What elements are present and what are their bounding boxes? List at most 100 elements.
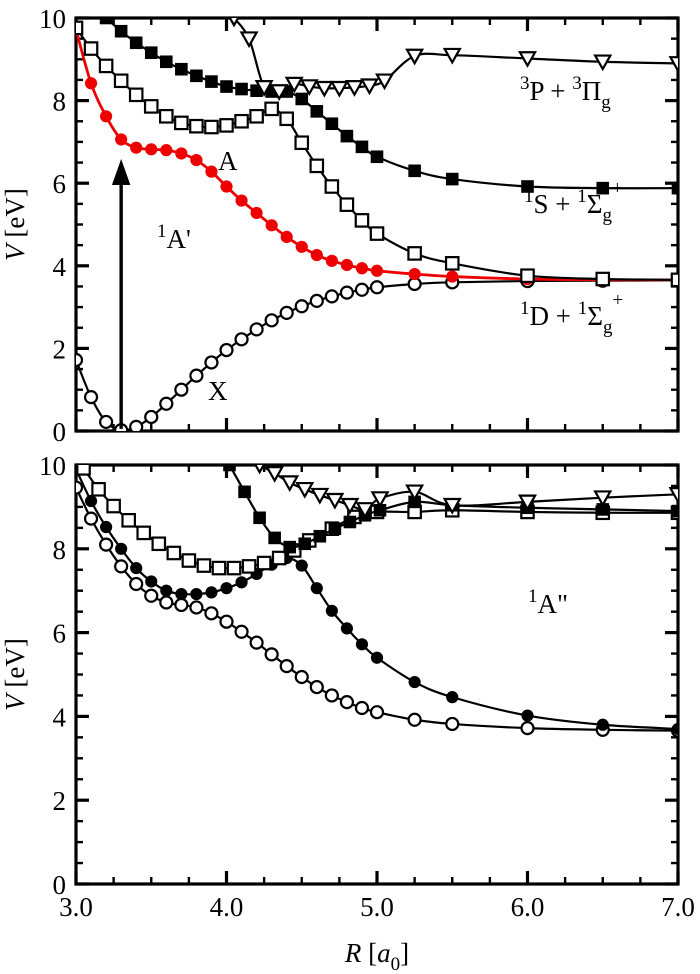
marker-filled-circle [100,520,113,534]
marker-open-down-triangle [329,80,349,98]
marker-open-square [113,73,129,89]
marker-open-down-triangle [359,78,379,96]
marker-open-circle [234,332,249,347]
marker-open-circle [279,659,294,674]
y-tick-label: 6 [53,619,67,649]
marker-open-square [211,560,227,576]
marker-filled-circle [235,576,248,589]
marker-open-circle [264,313,279,328]
y-tick-label: 0 [53,417,67,447]
marker-open-down-triangle [254,80,274,97]
marker-filled-square [340,129,354,143]
marker-open-square [520,268,535,284]
marker-filled-circle [115,542,128,555]
marker-open-circle [309,679,324,695]
marker-filled-circle [340,258,353,272]
marker-open-circle [309,293,324,309]
marker-filled-circle [190,587,203,601]
marker-filled-circle [310,248,323,262]
marker-open-square [181,553,197,568]
marker-filled-circle [235,194,248,207]
series-open-down-triangle-state [228,18,678,101]
marker-open-down-triangle [265,466,285,483]
marker-filled-circle [145,143,158,156]
y-axis-title: V [eV] [0,188,30,261]
marker-filled-square [283,540,297,554]
marker-open-square [226,560,242,576]
marker-filled-circle [671,722,678,736]
x-tick-label: 5.0 [360,892,394,922]
marker-open-square [83,41,99,56]
marker-open-square [166,545,182,561]
marker-filled-circle [115,133,128,146]
marker-open-down-triangle [442,497,462,515]
marker-filled-square [235,82,248,96]
marker-open-square [324,179,340,194]
label-curve-X: X [208,376,228,406]
y-tick-label: 6 [53,169,67,199]
marker-open-down-triangle [284,76,304,94]
marker-open-down-triangle [668,56,678,73]
marker-filled-circle [160,584,173,597]
marker-filled-circle [130,561,143,575]
marker-filled-circle [175,147,188,160]
marker-filled-circle [205,586,218,599]
marker-open-circle [445,716,460,732]
series-open-square-state [76,20,678,288]
marker-filled-circle [446,691,459,704]
marker-filled-circle [340,622,353,635]
marker-filled-square [253,511,266,525]
marker-open-circle [294,299,309,314]
marker-filled-square [144,46,158,59]
marker-filled-circle [280,230,293,243]
marker-filled-square [295,92,309,106]
marker-open-square [76,20,84,36]
marker-open-circle [339,285,354,300]
marker-filled-square [596,181,610,195]
marker-filled-square [310,105,324,118]
marker-filled-circle [355,638,369,651]
marker-open-down-triangle [299,79,319,97]
marker-open-circle [129,419,144,431]
marker-open-square [106,498,121,514]
marker-open-circle [129,576,144,592]
marker-filled-circle [84,77,98,90]
marker-open-circle [144,409,159,425]
panel-top-series [76,18,678,431]
marker-open-square [174,115,189,131]
marker-filled-square [671,181,678,195]
marker-filled-square [99,18,113,25]
marker-filled-circle [596,718,609,731]
marker-filled-circle [446,270,459,283]
panel-top-axes: 0 2 4 6 8 10 [39,4,680,447]
marker-filled-square [298,537,312,551]
marker-open-circle [174,382,189,397]
x-tick-label: 3.0 [59,892,93,922]
vertical-excitation-arrow [111,158,131,429]
marker-filled-circle [370,651,384,664]
marker-open-circle [83,390,99,405]
marker-open-down-triangle [325,492,345,510]
marker-open-circle [204,606,219,621]
marker-filled-circle [295,559,308,572]
label-limit-1D-1Sigmag: 1D + 1Σg+ [520,290,623,338]
marker-open-circle [354,700,370,716]
series-open-down-triangle-state [254,465,678,519]
marker-filled-circle [310,582,323,595]
marker-open-down-triangle [593,54,613,72]
marker-open-square [241,559,257,574]
plot-frame [74,463,680,886]
marker-open-square [595,271,611,287]
marker-filled-square [129,36,143,50]
y-tick-label: 8 [53,535,67,565]
marker-filled-square [223,465,236,472]
arrow-head-icon [111,158,131,185]
marker-filled-square [445,172,459,186]
label-1A-prime: 1A' [157,221,191,254]
marker-open-square [309,158,325,174]
series-open-circle-state [76,480,678,738]
marker-open-square [249,108,264,124]
marker-filled-circle [250,206,263,220]
marker-open-circle [114,559,129,574]
